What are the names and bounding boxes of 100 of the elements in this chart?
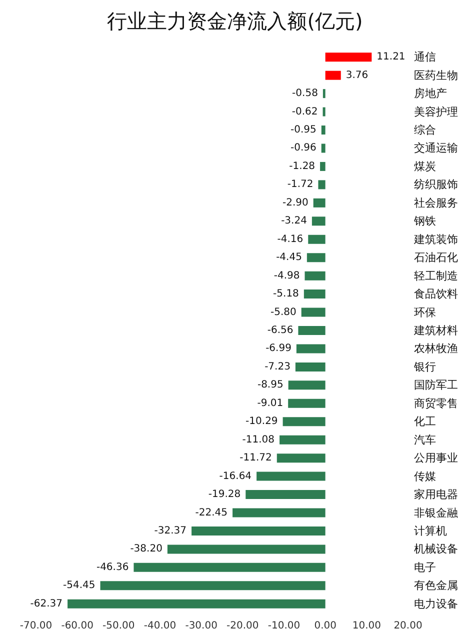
data-label: -0.58 [292, 88, 318, 100]
x-tick-label: 0.00 [314, 620, 336, 632]
data-label: -1.72 [287, 179, 314, 190]
bar [280, 435, 326, 444]
data-label: -10.29 [246, 416, 278, 428]
data-label: -4.45 [276, 252, 302, 264]
bar [312, 216, 326, 226]
bar [256, 472, 326, 481]
bar [301, 308, 326, 317]
data-label: -11.72 [240, 452, 272, 464]
data-label: -0.62 [292, 106, 318, 118]
y-tick-label: 轻工制造 [414, 269, 458, 282]
y-tick-label: 机械设备 [414, 542, 458, 556]
data-label: -9.01 [257, 398, 284, 409]
bar [295, 362, 326, 372]
y-tick-label: 社会服务 [414, 196, 458, 210]
x-tick-label: -70.00 [20, 620, 52, 632]
y-tick-label: 钢铁 [413, 214, 436, 228]
y-tick-label: 电力设备 [414, 597, 458, 610]
bar [325, 52, 372, 62]
y-tick-label: 化工 [414, 415, 436, 428]
data-label: 3.76 [346, 70, 368, 81]
data-label: -19.28 [208, 489, 241, 500]
x-tick-label: -60.00 [61, 620, 94, 632]
y-tick-label: 计算机 [414, 524, 447, 538]
bar [320, 162, 326, 171]
y-tick-label: 建筑材料 [413, 324, 458, 337]
bar [246, 490, 326, 500]
data-label: -8.95 [257, 380, 284, 391]
data-label: -3.24 [281, 216, 307, 227]
bar [304, 271, 326, 280]
data-label: -54.45 [63, 580, 96, 592]
bar [318, 180, 326, 190]
y-tick-label: 汽车 [414, 433, 436, 446]
data-label: 11.21 [376, 52, 406, 63]
y-tick-label: 公用事业 [414, 452, 458, 465]
y-tick-label: 有色金属 [414, 579, 458, 592]
bar [276, 454, 326, 463]
data-label: -7.23 [264, 361, 290, 372]
bar [321, 126, 326, 135]
y-tick-label: 交通运输 [414, 142, 458, 155]
bar [308, 234, 326, 244]
data-label: -38.20 [130, 544, 162, 555]
y-tick-label: 电子 [414, 560, 436, 574]
y-tick-label: 银行 [413, 360, 436, 374]
y-tick-label: 环保 [414, 306, 436, 319]
data-label: -5.80 [270, 306, 296, 318]
y-tick-label: 医药生物 [414, 68, 458, 82]
x-tick-label: -10.00 [268, 620, 300, 632]
bar [325, 70, 341, 80]
bar [322, 89, 326, 98]
bar [192, 526, 326, 536]
y-tick-label: 石油石化 [414, 251, 458, 264]
y-tick-label: 煤炭 [414, 160, 436, 173]
x-tick-label: 20.00 [394, 620, 422, 632]
data-label: -32.37 [154, 525, 187, 536]
bar [100, 581, 326, 590]
y-tick-label: 国防军工 [414, 378, 458, 392]
chart-title: 行业主力资金净流入额(亿元) [107, 9, 363, 33]
bar [322, 107, 326, 116]
y-tick-label: 传媒 [414, 470, 436, 483]
x-tick-label: -20.00 [226, 620, 259, 632]
data-label: -4.98 [274, 270, 300, 282]
bar [298, 326, 326, 335]
data-label: -16.64 [219, 470, 252, 482]
bar [296, 344, 326, 354]
data-label: -46.36 [96, 562, 129, 573]
x-tick-label: -50.00 [102, 620, 135, 632]
bar [134, 562, 326, 572]
bar [167, 544, 326, 554]
bar [321, 144, 326, 153]
bar [288, 380, 326, 390]
x-tick-label: 10.00 [352, 620, 381, 632]
bar [304, 290, 326, 299]
data-label: -6.99 [266, 343, 292, 354]
data-label: -62.37 [30, 598, 63, 610]
y-tick-label: 美容护理 [414, 105, 458, 118]
data-label: -0.95 [290, 124, 316, 136]
y-tick-label: 建筑装饰 [413, 232, 458, 246]
bar [313, 198, 326, 208]
y-tick-label: 房地产 [414, 87, 447, 100]
y-tick-label: 通信 [414, 50, 436, 64]
data-label: -2.90 [282, 197, 308, 208]
data-label: -6.56 [267, 325, 294, 336]
x-tick-label: -40.00 [144, 620, 176, 632]
data-label: -4.16 [277, 234, 304, 245]
x-tick-label: -30.00 [185, 620, 218, 632]
data-label: -0.96 [290, 142, 316, 154]
y-tick-label: 食品饮料 [414, 288, 458, 301]
bar [282, 417, 326, 426]
y-tick-label: 农林牧渔 [414, 342, 458, 356]
y-tick-label: 纺织服饰 [414, 178, 458, 192]
y-tick-label: 综合 [414, 124, 436, 137]
y-tick-label: 家用电器 [414, 488, 458, 502]
data-label: -22.45 [195, 507, 228, 518]
bar [68, 599, 326, 608]
bar [306, 253, 326, 262]
data-label: -1.28 [289, 160, 316, 172]
data-label: -5.18 [273, 288, 299, 300]
y-tick-label: 非银金融 [414, 506, 458, 520]
